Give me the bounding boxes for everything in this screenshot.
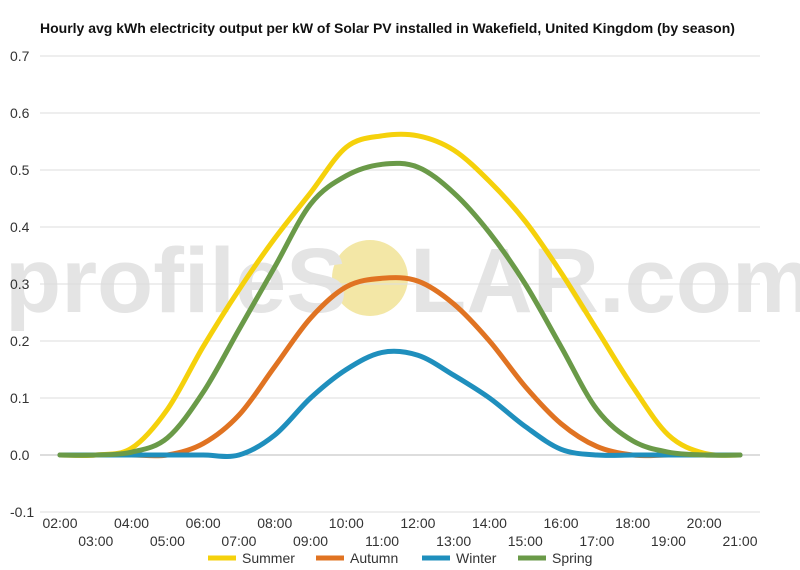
- legend-label-spring: Spring: [552, 550, 592, 566]
- x-tick-label: 19:00: [651, 533, 686, 549]
- series-line-winter: [57, 348, 743, 459]
- y-tick-label: 0.3: [10, 276, 30, 292]
- y-tick-label: 0.0: [10, 447, 30, 463]
- x-tick-label: 03:00: [78, 533, 113, 549]
- legend-label-autumn: Autumn: [350, 550, 398, 566]
- x-axis-ticks: 02:0003:0004:0005:0006:0007:0008:0009:00…: [42, 515, 757, 549]
- gridlines: [40, 55, 760, 513]
- y-axis-ticks: -0.1 0.0 0.1 0.2 0.3 0.4 0.5 0.6 0.7: [10, 48, 34, 520]
- x-tick-label: 06:00: [186, 515, 221, 531]
- x-tick-label: 10:00: [329, 515, 364, 531]
- y-tick-label: 0.1: [10, 390, 30, 406]
- y-tick-label: 0.7: [10, 48, 30, 64]
- legend-label-summer: Summer: [242, 550, 295, 566]
- legend: Summer Autumn Winter Spring: [208, 550, 592, 566]
- x-tick-label: 08:00: [257, 515, 292, 531]
- x-tick-label: 18:00: [615, 515, 650, 531]
- y-tick-label: 0.4: [10, 219, 30, 235]
- x-tick-label: 20:00: [687, 515, 722, 531]
- y-tick-label: -0.1: [10, 504, 34, 520]
- x-tick-label: 07:00: [221, 533, 256, 549]
- y-tick-label: 0.2: [10, 333, 30, 349]
- y-tick-label: 0.5: [10, 162, 30, 178]
- x-tick-label: 11:00: [365, 533, 399, 549]
- x-tick-label: 02:00: [42, 515, 77, 531]
- x-tick-label: 04:00: [114, 515, 149, 531]
- x-tick-label: 16:00: [544, 515, 579, 531]
- x-tick-label: 09:00: [293, 533, 328, 549]
- watermark-text-left: profileS: [5, 230, 347, 332]
- x-tick-label: 13:00: [436, 533, 471, 549]
- chart-title: Hourly avg kWh electricity output per kW…: [40, 20, 735, 36]
- series-line-summer: [57, 131, 743, 459]
- watermark-text-right: LAR.com: [410, 230, 800, 332]
- x-tick-label: 12:00: [400, 515, 435, 531]
- series-lines: [57, 131, 743, 459]
- legend-label-winter: Winter: [456, 550, 497, 566]
- x-tick-label: 17:00: [579, 533, 614, 549]
- x-tick-label: 15:00: [508, 533, 543, 549]
- x-tick-label: 14:00: [472, 515, 507, 531]
- series-line-spring: [57, 160, 743, 458]
- x-tick-label: 05:00: [150, 533, 185, 549]
- watermark: profileS LAR.com: [5, 230, 800, 332]
- y-tick-label: 0.6: [10, 105, 30, 121]
- x-tick-label: 21:00: [722, 533, 757, 549]
